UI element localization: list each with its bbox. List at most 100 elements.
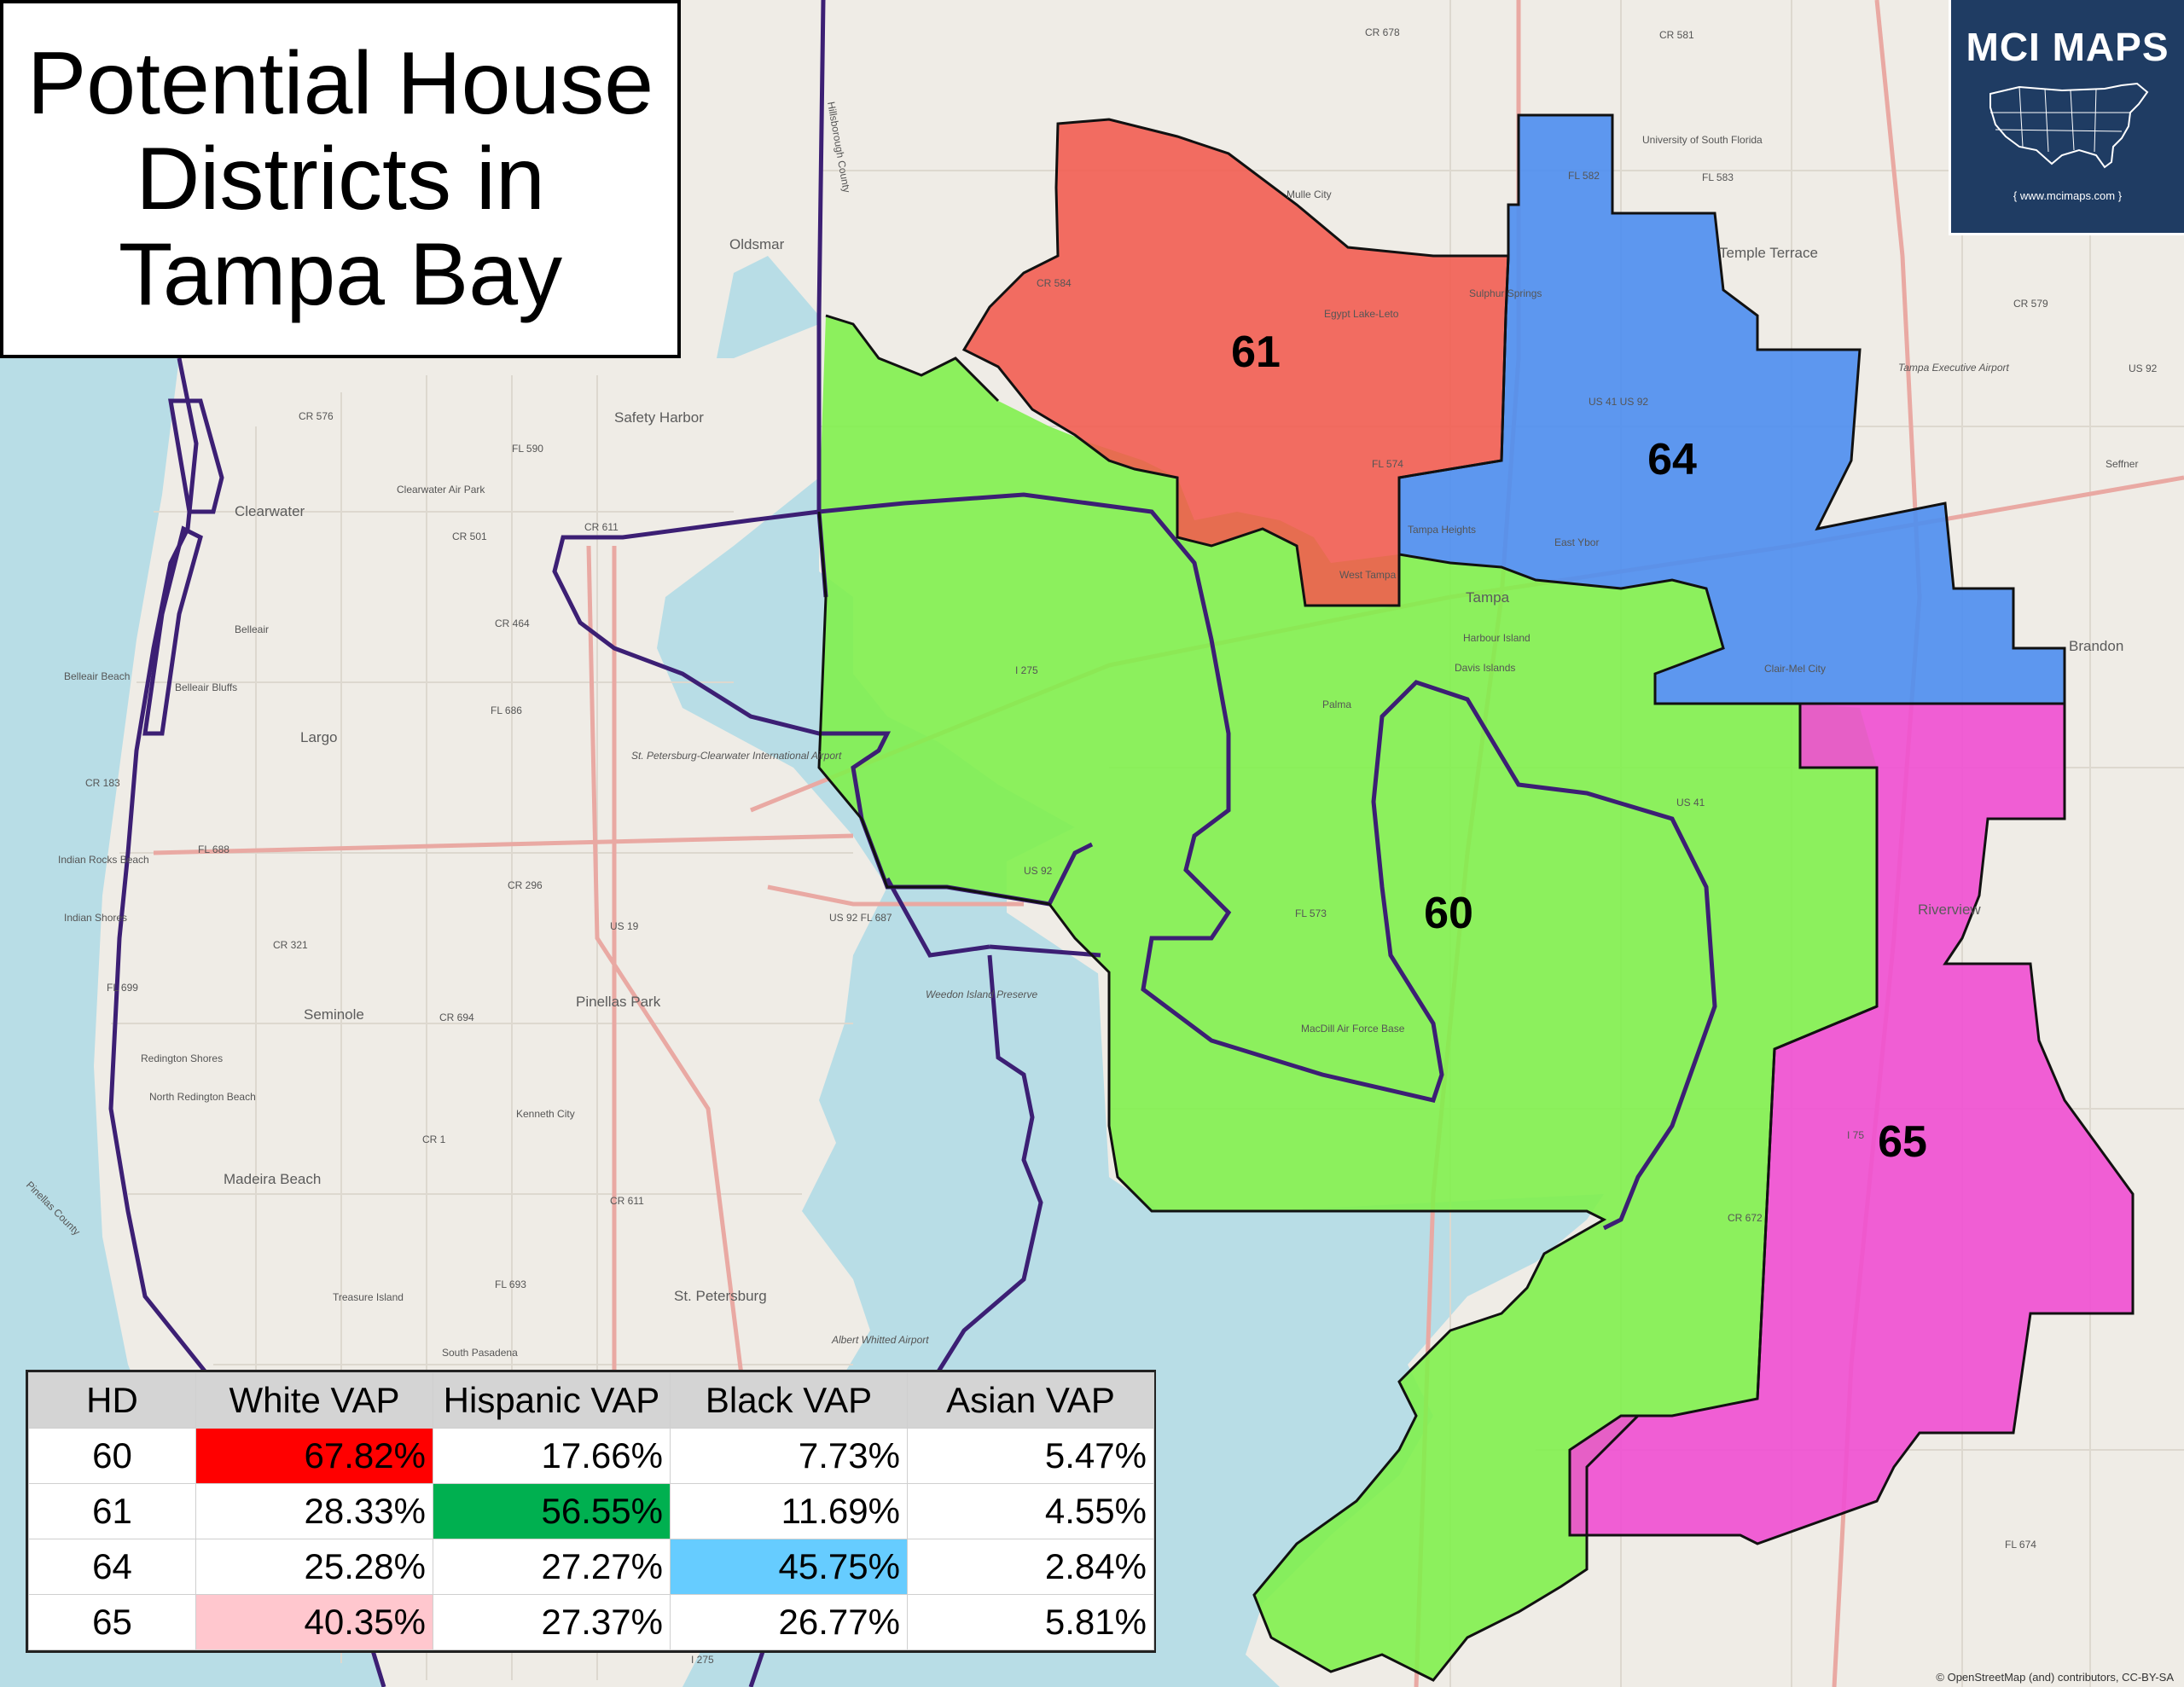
label-sulphur-springs: Sulphur Springs — [1469, 287, 1542, 299]
cell-black: 11.69% — [670, 1483, 908, 1539]
cell-black: 45.75% — [670, 1539, 908, 1595]
label-davis-islands: Davis Islands — [1455, 662, 1515, 674]
cell-hd: 64 — [28, 1539, 196, 1595]
usa-map-icon — [1989, 82, 2149, 169]
cell-hispanic: 17.66% — [433, 1428, 671, 1484]
pinellas-land — [94, 324, 887, 1687]
label-palma: Palma — [1322, 699, 1351, 710]
label-largo: Largo — [300, 729, 337, 745]
label-belleair-beach: Belleair Beach — [64, 670, 130, 682]
cell-hispanic: 56.55% — [433, 1483, 671, 1539]
district-label-61: 61 — [1231, 328, 1281, 377]
district-label-60: 60 — [1424, 889, 1473, 938]
road-cr581: CR 581 — [1659, 29, 1694, 41]
barrier-island — [189, 375, 218, 546]
road-i275s: I 275 — [691, 1654, 714, 1666]
cell-asian: 5.81% — [907, 1594, 1154, 1650]
district-labels: 61 64 60 65 — [1231, 328, 1927, 1167]
cell-hispanic: 27.37% — [433, 1594, 671, 1650]
road-i275: I 275 — [1015, 664, 1038, 676]
label-belleair-bluffs: Belleair Bluffs — [175, 681, 237, 693]
cell-black: 7.73% — [670, 1428, 908, 1484]
logo-url: { www.mcimaps.com } — [2013, 189, 2123, 202]
label-harbour-island: Harbour Island — [1463, 632, 1531, 644]
label-temple-terrace: Temple Terrace — [1719, 245, 1818, 261]
label-indian-shores: Indian Shores — [64, 912, 127, 924]
road-fl687: US 92 FL 687 — [829, 912, 892, 924]
table-row: 65 40.35% 27.37% 26.77% 5.81% — [28, 1594, 1154, 1650]
road-fl573: FL 573 — [1295, 907, 1327, 919]
logo-title: MCI MAPS — [1966, 25, 2169, 69]
road-labels: CR 678 CR 581 FL 582 FL 583 CR 579 US 92… — [85, 26, 2158, 1666]
mci-maps-logo: MCI MAPS { www.mcimaps.com } — [1949, 0, 2184, 235]
label-weedon: Weedon Island Preserve — [926, 988, 1038, 1000]
road-fl583: FL 583 — [1702, 171, 1734, 183]
road-cr584: CR 584 — [1037, 277, 1072, 289]
label-north-redington: North Redington Beach — [149, 1091, 256, 1103]
title-line-2: Districts in — [136, 130, 545, 229]
road-fl674: FL 674 — [2005, 1539, 2036, 1551]
title-line-3: Tampa Bay — [118, 225, 563, 324]
road-cr694: CR 694 — [439, 1012, 474, 1023]
cell-white: 25.28% — [195, 1539, 433, 1595]
title-line-1: Potential House — [26, 34, 654, 133]
north-land — [681, 0, 819, 358]
label-clearwater: Clearwater — [235, 503, 305, 519]
road-cr321: CR 321 — [273, 939, 308, 951]
label-clair-mel: Clair-Mel City — [1764, 663, 1826, 675]
road-fl574: FL 574 — [1372, 458, 1403, 470]
cell-black: 26.77% — [670, 1594, 908, 1650]
label-clearwater-air-park: Clearwater Air Park — [397, 484, 485, 496]
district-61 — [964, 119, 1508, 606]
label-st-petersburg: St. Petersburg — [674, 1288, 767, 1304]
label-madeira-beach: Madeira Beach — [224, 1171, 321, 1187]
label-macdill: MacDill Air Force Base — [1301, 1023, 1405, 1035]
label-east-ybor: East Ybor — [1554, 536, 1599, 548]
map-attribution: © OpenStreetMap (and) contributors, CC-B… — [1936, 1671, 2174, 1684]
road-us19: US 19 — [610, 920, 639, 932]
road-cr576: CR 576 — [299, 410, 334, 422]
label-egypt-lake: Egypt Lake-Leto — [1324, 308, 1399, 320]
district-64 — [1399, 115, 2065, 704]
road-cr183: CR 183 — [85, 777, 120, 789]
road-cr501: CR 501 — [452, 530, 487, 542]
road-cr611: CR 611 — [584, 521, 619, 533]
title-box: Potential House Districts in Tampa Bay — [0, 0, 681, 358]
road-us92e: US 92 — [2129, 362, 2158, 374]
road-cr296: CR 296 — [508, 879, 543, 891]
road-fl590: FL 590 — [512, 443, 543, 455]
cell-asian: 4.55% — [907, 1483, 1154, 1539]
district-label-64: 64 — [1647, 435, 1697, 484]
label-seminole: Seminole — [304, 1006, 364, 1023]
road-cr672: CR 672 — [1728, 1212, 1763, 1224]
cell-white: 28.33% — [195, 1483, 433, 1539]
label-mullet-city: Mulle City — [1287, 188, 1332, 200]
road-fl582: FL 582 — [1568, 170, 1600, 182]
vap-table: HD White VAP Hispanic VAP Black VAP Asia… — [28, 1372, 1154, 1650]
cell-white: 67.82% — [195, 1428, 433, 1484]
header-asian: Asian VAP — [907, 1372, 1154, 1429]
table-row: 64 25.28% 27.27% 45.75% 2.84% — [28, 1539, 1154, 1595]
district-60 — [819, 316, 1877, 1680]
cell-asian: 2.84% — [907, 1539, 1154, 1595]
header-black: Black VAP — [670, 1372, 908, 1429]
label-pinellas-park: Pinellas Park — [576, 994, 661, 1010]
table-header-row: HD White VAP Hispanic VAP Black VAP Asia… — [28, 1372, 1154, 1429]
label-indian-rocks: Indian Rocks Beach — [58, 854, 149, 866]
label-usf: University of South Florida — [1642, 134, 1763, 146]
demographics-table: HD White VAP Hispanic VAP Black VAP Asia… — [26, 1370, 1156, 1653]
road-us41: US 41 — [1676, 797, 1705, 809]
label-redington-shores: Redington Shores — [141, 1052, 223, 1064]
header-hispanic: Hispanic VAP — [433, 1372, 671, 1429]
label-tampa-heights: Tampa Heights — [1408, 524, 1476, 536]
cell-hd: 65 — [28, 1594, 196, 1650]
label-oldsmar: Oldsmar — [729, 236, 785, 252]
label-west-tampa: West Tampa — [1339, 569, 1397, 581]
label-albert-whitted: Albert Whitted Airport — [831, 1334, 929, 1346]
label-pie-airport: St. Petersburg-Clearwater International … — [631, 750, 842, 762]
table-row: 61 28.33% 56.55% 11.69% 4.55% — [28, 1483, 1154, 1539]
road-cr464: CR 464 — [495, 617, 530, 629]
cell-hispanic: 27.27% — [433, 1539, 671, 1595]
road-fl686: FL 686 — [491, 704, 522, 716]
